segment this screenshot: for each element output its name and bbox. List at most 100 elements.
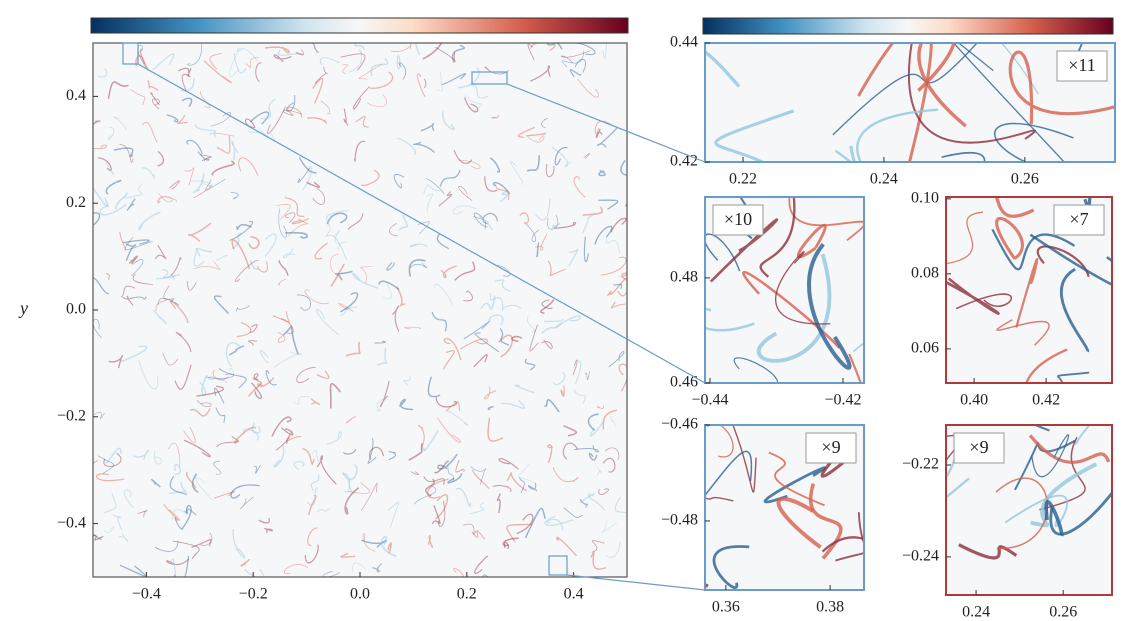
vortex-sheet — [482, 213, 498, 225]
vortex-sheet — [225, 342, 242, 368]
vortex-sheet — [248, 236, 260, 250]
vortex-sheet — [561, 50, 584, 68]
vortex-sheet — [183, 439, 211, 458]
zoom-links — [122, 42, 706, 591]
vortex-sheet — [307, 487, 319, 506]
vortex-sheet — [436, 72, 443, 92]
vortex-sheet — [442, 111, 455, 131]
vortex-sheet — [97, 455, 115, 474]
vortex-sheet — [358, 63, 383, 80]
vortex-sheet — [314, 66, 328, 84]
vortex-sheet — [280, 318, 294, 335]
x-tick-label: 0.42 — [1032, 392, 1060, 409]
vortex-sheet — [104, 493, 117, 514]
vortex-sheet — [431, 311, 447, 332]
vortex-sheet — [447, 473, 463, 484]
vortex-sheet — [175, 331, 192, 353]
vortex-sheet — [264, 527, 274, 534]
vortex-sheet — [99, 204, 127, 216]
vortex-sheet — [458, 186, 473, 201]
vortex-sheet — [423, 476, 445, 486]
vortex-sheet — [955, 293, 1013, 310]
vortex-sheet — [236, 224, 252, 231]
vortex-sheet — [588, 452, 598, 461]
vortex-sheet — [355, 116, 369, 128]
vortex-sheet — [917, 43, 967, 128]
vortex-sheet — [489, 293, 504, 311]
vortex-sheet — [601, 519, 618, 534]
vortex-sheet — [348, 213, 364, 230]
vortex-sheet — [342, 473, 354, 494]
panel-frame — [945, 424, 1113, 596]
vortex-sheet — [264, 46, 290, 54]
vortex-sheet — [453, 567, 465, 577]
vortex-sheet — [271, 416, 292, 437]
vortex-sheet — [546, 43, 563, 50]
vortex-sheet — [579, 493, 596, 504]
vortex-sheet — [352, 86, 370, 110]
vortex-sheet — [333, 230, 348, 244]
vortex-sheet — [541, 118, 548, 129]
y-tick-label: 0.46 — [670, 374, 698, 391]
vortex-sheet — [293, 461, 305, 471]
vortex-sheet — [312, 78, 324, 104]
vortex-sheet — [171, 508, 189, 521]
vortex-sheet — [353, 140, 366, 162]
vortex-sheet — [498, 334, 513, 358]
vortex-sheet — [150, 92, 160, 106]
vortex-sheet — [242, 425, 261, 434]
vortex-sheet — [834, 108, 939, 162]
vortex-sheet — [93, 318, 103, 339]
vortex-sheet — [230, 192, 239, 200]
vortex-sheet — [526, 155, 540, 172]
vortex-sheet — [260, 98, 276, 120]
vortex-sheet — [293, 396, 311, 405]
vortex-sheet — [620, 160, 627, 176]
vortex-sheet — [138, 211, 161, 231]
vortex-sheet — [205, 179, 226, 191]
vortex-sheet — [367, 94, 387, 107]
vortex-sheet — [314, 242, 328, 260]
vortex-sheet — [510, 161, 524, 185]
field-texture — [946, 425, 1112, 560]
vortex-sheet — [249, 111, 270, 125]
vortex-sheet — [487, 417, 504, 442]
vortex-sheet — [284, 212, 296, 223]
vortex-sheet — [606, 236, 620, 255]
vortex-sheet — [255, 62, 262, 83]
vortex-sheet — [445, 410, 468, 426]
vortex-sheet — [453, 150, 473, 164]
vortex-sheet — [216, 255, 228, 261]
x-tick-label: −0.42 — [824, 392, 861, 409]
zoom-badge — [1053, 204, 1105, 236]
vortex-sheet — [529, 324, 539, 352]
vortex-sheet — [169, 558, 177, 577]
vortex-sheet — [184, 167, 195, 186]
vortex-sheet — [380, 535, 397, 558]
x-tick-label: 0.26 — [1049, 604, 1077, 621]
vortex-sheet — [386, 261, 395, 271]
vortex-sheet — [311, 449, 323, 462]
vortex-sheet — [602, 409, 617, 430]
vortex-sheet — [339, 292, 359, 313]
vortex-sheet — [587, 493, 606, 511]
vortex-sheet — [435, 396, 458, 408]
vortex-sheet — [391, 305, 400, 332]
zoom-link — [137, 63, 706, 384]
vortex-sheet — [132, 273, 154, 286]
vortex-sheet — [285, 430, 302, 442]
vortex-sheet — [609, 415, 616, 428]
vortex-sheet — [1057, 371, 1090, 383]
vortex-sheet — [590, 551, 606, 570]
vortex-sheet — [488, 314, 504, 326]
vortex-sheet — [196, 385, 224, 397]
vortex-sheet — [370, 57, 389, 76]
vortex-sheet — [272, 311, 290, 323]
vortex-sheet — [183, 426, 196, 443]
vortex-sheet — [480, 295, 496, 310]
vortex-sheet — [1029, 233, 1112, 287]
vortex-sheet — [470, 466, 487, 486]
vortex-sheet — [235, 305, 251, 312]
vortex-sheet — [458, 159, 481, 169]
vortex-sheet — [152, 98, 160, 110]
